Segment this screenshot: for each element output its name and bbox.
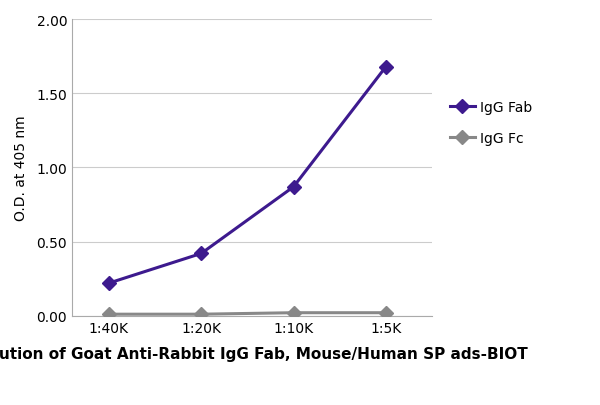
IgG Fc [197, 312, 205, 317]
IgG Fc [106, 312, 113, 317]
Line: IgG Fc: IgG Fc [104, 308, 391, 319]
Legend: IgG Fab, IgG Fc: IgG Fab, IgG Fc [450, 101, 533, 146]
Line: IgG Fab: IgG Fab [104, 63, 391, 288]
IgG Fc [290, 311, 297, 315]
IgG Fab [106, 281, 113, 286]
IgG Fc [382, 311, 389, 315]
X-axis label: Dilution of Goat Anti-Rabbit IgG Fab, Mouse/Human SP ads-BIOT: Dilution of Goat Anti-Rabbit IgG Fab, Mo… [0, 346, 528, 361]
IgG Fab [290, 185, 297, 190]
Y-axis label: O.D. at 405 nm: O.D. at 405 nm [14, 115, 28, 221]
IgG Fab [197, 252, 205, 256]
IgG Fab [382, 65, 389, 70]
